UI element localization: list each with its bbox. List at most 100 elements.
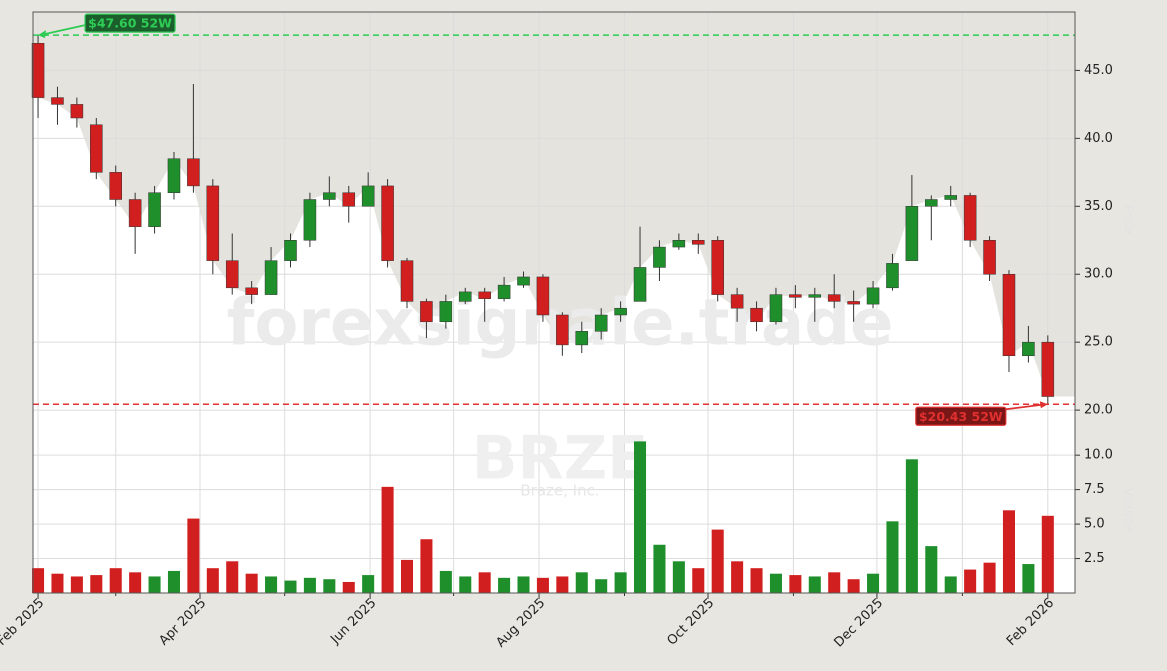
y-axis-label: Price bbox=[1122, 205, 1136, 234]
volume-bar bbox=[303, 577, 316, 593]
volume-bar bbox=[672, 561, 685, 593]
candle-body bbox=[556, 314, 569, 346]
candle-body bbox=[847, 301, 860, 305]
candle-body bbox=[70, 104, 84, 119]
annotation-arrow bbox=[39, 24, 86, 36]
volume-tick-label: 5.0 bbox=[1084, 517, 1105, 532]
volume-bar bbox=[381, 486, 394, 593]
candle-body bbox=[614, 307, 627, 316]
arrow-head bbox=[1039, 401, 1048, 409]
volume-bar bbox=[148, 576, 161, 593]
symbol-watermark: BRZE bbox=[472, 424, 648, 494]
volume-tick-label: 2.5 bbox=[1084, 551, 1105, 566]
volume-tick-label: 7.5 bbox=[1084, 482, 1105, 497]
volume-bar bbox=[420, 539, 433, 593]
volume-bar bbox=[478, 572, 491, 593]
annotation-label: $20.43 52W bbox=[919, 409, 1003, 424]
volume-axis-label: Volume bbox=[1122, 488, 1136, 533]
volume-bar bbox=[556, 576, 569, 593]
candle-body bbox=[206, 185, 220, 261]
volume-bar bbox=[595, 579, 608, 593]
candle-body bbox=[381, 185, 394, 261]
volume-bar bbox=[498, 577, 511, 593]
candle-body bbox=[808, 294, 822, 298]
candle-body bbox=[400, 260, 414, 302]
annotation-arrow bbox=[1005, 403, 1046, 411]
volume-bar bbox=[109, 568, 122, 593]
candle-body bbox=[653, 246, 666, 268]
candle-body bbox=[51, 97, 64, 105]
volume-bar bbox=[731, 561, 744, 593]
volume-bar bbox=[983, 562, 996, 593]
candle-body bbox=[730, 294, 744, 309]
candle-body bbox=[420, 301, 433, 323]
volume-bar bbox=[1022, 564, 1035, 593]
volume-bar bbox=[905, 459, 918, 593]
candle-body bbox=[1022, 341, 1035, 357]
volume-bar bbox=[536, 577, 549, 593]
y-tick-label: 20.0 bbox=[1084, 403, 1113, 418]
volume-bar bbox=[284, 580, 297, 593]
volume-bar bbox=[847, 579, 860, 593]
volume-bar bbox=[342, 581, 355, 593]
candle-body bbox=[1041, 341, 1055, 397]
volume-bar bbox=[867, 573, 880, 593]
candle-body bbox=[944, 195, 957, 200]
volume-bar bbox=[129, 572, 142, 593]
candle-body bbox=[187, 158, 200, 187]
volume-bar bbox=[1002, 510, 1015, 593]
candle-body bbox=[866, 287, 880, 305]
candle-body bbox=[983, 240, 996, 275]
arrow-head bbox=[38, 30, 47, 39]
volume-bar bbox=[517, 576, 530, 593]
candle-body bbox=[90, 124, 103, 173]
volume-bar bbox=[692, 568, 705, 593]
volume-bar bbox=[439, 570, 452, 593]
y-tick-label: 35.0 bbox=[1084, 199, 1113, 214]
volume-bar bbox=[925, 546, 938, 593]
volume-bar bbox=[206, 568, 219, 593]
candle-body bbox=[303, 199, 317, 241]
candle-body bbox=[264, 260, 278, 295]
volume-bar bbox=[750, 568, 763, 593]
volume-bar bbox=[886, 521, 899, 593]
candle-body bbox=[458, 291, 472, 302]
candle-body bbox=[789, 294, 802, 298]
volume-bar bbox=[1041, 515, 1054, 593]
candle-body bbox=[167, 158, 181, 193]
candle-body bbox=[225, 260, 239, 289]
candle-body bbox=[148, 192, 161, 227]
volume-tick-label: 10.0 bbox=[1084, 448, 1113, 463]
candle-body bbox=[886, 263, 899, 289]
volume-bar bbox=[265, 576, 278, 593]
candle-body bbox=[517, 276, 530, 286]
volume-bar bbox=[711, 529, 724, 593]
volume-bar bbox=[614, 572, 627, 593]
candle-body bbox=[342, 192, 356, 207]
volume-bar bbox=[167, 570, 180, 593]
candle-body bbox=[711, 240, 724, 295]
volume-bar bbox=[323, 579, 336, 593]
volume-bar bbox=[808, 576, 821, 593]
volume-bar bbox=[653, 544, 666, 593]
candle-body bbox=[750, 307, 763, 323]
candle-body bbox=[478, 291, 491, 299]
candle-body bbox=[925, 199, 938, 207]
company-watermark: Braze, Inc. bbox=[520, 482, 599, 500]
volume-bar bbox=[245, 573, 258, 593]
candle-body bbox=[245, 287, 258, 295]
volume-bar bbox=[187, 518, 200, 593]
candle-body bbox=[31, 43, 45, 98]
annotation-box bbox=[84, 13, 176, 33]
candle-body bbox=[439, 301, 453, 323]
candle-body bbox=[692, 240, 705, 245]
volume-bar bbox=[459, 576, 472, 593]
y-tick-label: 30.0 bbox=[1084, 267, 1113, 282]
candle-body bbox=[1002, 273, 1016, 357]
volume-bar bbox=[964, 569, 977, 593]
candle-body bbox=[575, 331, 589, 346]
price-shade bbox=[33, 12, 1075, 397]
volume-bar bbox=[70, 576, 83, 593]
candle-body bbox=[769, 294, 783, 323]
